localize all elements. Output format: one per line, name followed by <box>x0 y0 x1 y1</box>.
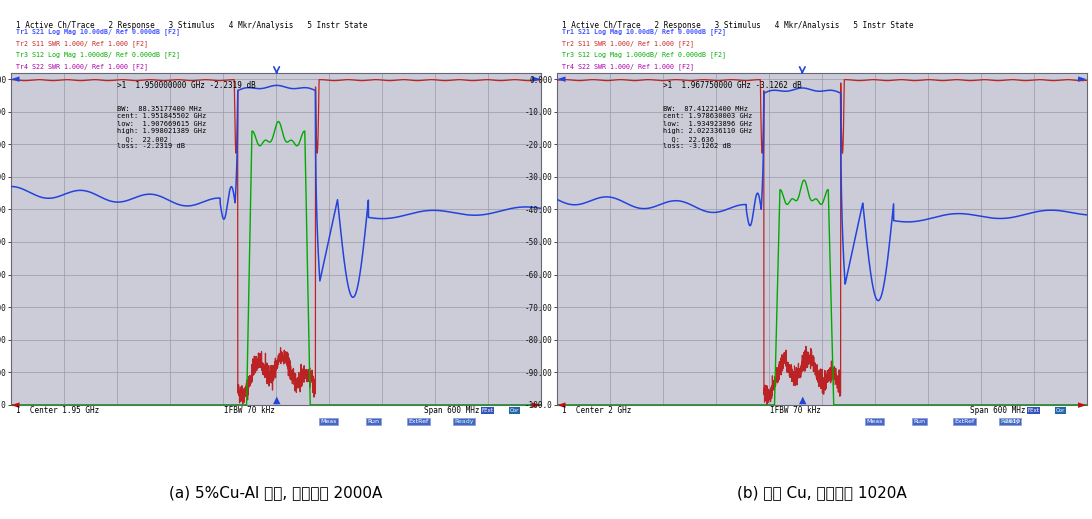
Text: Tr1 S21 Log Mag 10.00dB/ Ref 0.000dB [F2]: Tr1 S21 Log Mag 10.00dB/ Ref 0.000dB [F2… <box>16 29 180 35</box>
Text: >1  1.967750000 GHz -3.1262 dB: >1 1.967750000 GHz -3.1262 dB <box>663 81 802 90</box>
Text: 1 Active Ch/Trace   2 Response   3 Stimulus   4 Mkr/Analysis   5 Instr State: 1 Active Ch/Trace 2 Response 3 Stimulus … <box>562 21 914 30</box>
Text: >1  1.950000000 GHz -2.2319 dB: >1 1.950000000 GHz -2.2319 dB <box>117 81 256 90</box>
Text: Tr2 S11 SWR 1.000/ Ref 1.000 [F2]: Tr2 S11 SWR 1.000/ Ref 1.000 [F2] <box>16 40 149 47</box>
Text: Tr4 S22 SWR 1.000/ Ref 1.000 [F2]: Tr4 S22 SWR 1.000/ Ref 1.000 [F2] <box>16 63 149 70</box>
Text: Tr3 S12 Log Mag 1.000dB/ Ref 0.000dB [F2]: Tr3 S12 Log Mag 1.000dB/ Ref 0.000dB [F2… <box>562 51 726 58</box>
Text: (a) 5%Cu-Al 합금, 전극두께 2000A: (a) 5%Cu-Al 합금, 전극두께 2000A <box>169 486 382 500</box>
Text: Tr4 S22 SWR 1.000/ Ref 1.000 [F2]: Tr4 S22 SWR 1.000/ Ref 1.000 [F2] <box>562 63 695 70</box>
Text: IFBW 70 kHz: IFBW 70 kHz <box>224 406 275 415</box>
Text: 1  Center 1.95 GHz: 1 Center 1.95 GHz <box>16 406 99 415</box>
Text: Meas: Meas <box>867 419 882 424</box>
Text: Cor: Cor <box>1055 408 1065 413</box>
Text: ExtRef: ExtRef <box>408 419 429 424</box>
Text: Meas: Meas <box>321 419 336 424</box>
Text: IFBW 70 kHz: IFBW 70 kHz <box>770 406 821 415</box>
Text: Run: Run <box>914 419 926 424</box>
Text: Tr1 S21 Log Mag 10.00dB/ Ref 0.000dB [F2]: Tr1 S21 Log Mag 10.00dB/ Ref 0.000dB [F2… <box>562 29 726 35</box>
Text: ◄: ◄ <box>557 400 566 410</box>
Text: ▲: ▲ <box>798 395 806 405</box>
Text: Cor: Cor <box>509 408 519 413</box>
Text: ◄: ◄ <box>11 74 20 84</box>
Text: BW:  88.35177400 MHz
cent: 1.951845502 GHz
low:  1.907669615 GHz
high: 1.9980213: BW: 88.35177400 MHz cent: 1.951845502 GH… <box>117 106 206 149</box>
Text: BW:  87.41221400 MHz
cent: 1.978630003 GHz
low:  1.934923896 GHz
high: 2.0223361: BW: 87.41221400 MHz cent: 1.978630003 GH… <box>663 106 752 149</box>
Text: ►: ► <box>532 400 541 410</box>
Text: Tr2 S11 SWR 1.000/ Ref 1.000 [F2]: Tr2 S11 SWR 1.000/ Ref 1.000 [F2] <box>562 40 695 47</box>
Text: Run: Run <box>368 419 380 424</box>
Text: ►: ► <box>532 74 541 84</box>
Text: 1 Active Ch/Trace   2 Response   3 Stimulus   4 Mkr/Analysis   5 Instr State: 1 Active Ch/Trace 2 Response 3 Stimulus … <box>16 21 368 30</box>
Text: Span 600 MHz: Span 600 MHz <box>970 406 1025 415</box>
Text: FExt: FExt <box>1028 408 1040 413</box>
Text: Target value not found: Target value not found <box>562 418 650 425</box>
Text: FExt: FExt <box>482 408 494 413</box>
Text: (b) 순수 Cu, 전극두께 1020A: (b) 순수 Cu, 전극두께 1020A <box>737 486 906 500</box>
Text: Ready: Ready <box>454 419 474 424</box>
Text: ►: ► <box>1078 400 1087 410</box>
Text: ▲: ▲ <box>273 395 281 405</box>
Text: Ready: Ready <box>1000 419 1020 424</box>
Text: ►: ► <box>1078 74 1087 84</box>
Text: Tr3 S12 Log Mag 1.000dB/ Ref 0.000dB [F2]: Tr3 S12 Log Mag 1.000dB/ Ref 0.000dB [F2… <box>16 51 180 58</box>
Text: ExtRef: ExtRef <box>954 419 975 424</box>
Text: 2010-09-01 11:35: 2010-09-01 11:35 <box>1006 419 1066 424</box>
Text: ◄: ◄ <box>557 74 566 84</box>
Text: ◄: ◄ <box>11 400 20 410</box>
Text: 1  Center 2 GHz: 1 Center 2 GHz <box>562 406 631 415</box>
Text: Span 600 MHz: Span 600 MHz <box>424 406 479 415</box>
